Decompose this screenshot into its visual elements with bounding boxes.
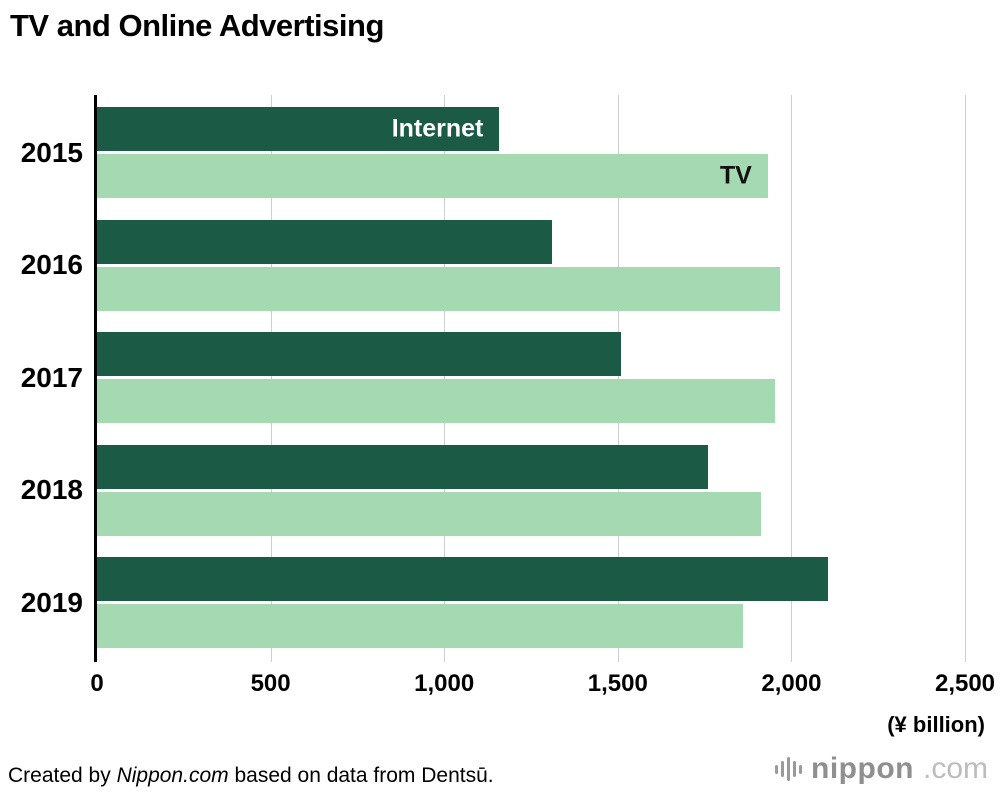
xtick-label-0: 0: [90, 670, 104, 697]
ytick-label-2015: 2015: [20, 136, 83, 168]
bar-group-2016: 2016: [21, 219, 965, 311]
bar-internet-2015: Internet: [97, 107, 500, 151]
gridline-1000: [444, 95, 446, 662]
bar-internet-2018: [97, 444, 708, 489]
bar-internet-2016: [97, 219, 552, 264]
gridline-500: [270, 95, 272, 662]
series-label-tv: TV: [719, 161, 752, 190]
xtick-label-500: 500: [250, 670, 291, 697]
bar-internet-2017: [97, 332, 621, 376]
nippon-logo: nippon .com: [775, 752, 988, 786]
bar-tv-2015: TV: [97, 154, 768, 198]
gridline-2000: [791, 95, 793, 662]
credit-line: Created by Nippon.com based on data from…: [8, 764, 494, 788]
xtick-label-1500: 1,500: [587, 670, 648, 697]
xtick-label-1000: 1,000: [414, 670, 475, 697]
credit-suffix: based on data from Dentsū.: [228, 764, 494, 787]
bar-group-2019: 2019: [21, 557, 965, 648]
xtick-label-2500: 2,500: [934, 670, 996, 697]
y-axis-line: [94, 95, 97, 662]
bar-group-2018: 2018: [21, 444, 965, 536]
logo-suffix: .com: [922, 752, 988, 785]
xtick-label-2000: 2,000: [761, 670, 822, 697]
soundwave-icon: [775, 757, 803, 781]
ytick-label-2019: 2019: [20, 586, 83, 618]
axis-unit-label: (¥ billion): [887, 712, 985, 737]
series-label-internet: Internet: [391, 114, 484, 143]
bar-tv-2016: [97, 266, 780, 311]
plot-area: 2015 Internet TV 2016 2017 2018 2019: [21, 95, 966, 662]
gridline-1500: [617, 95, 619, 662]
bar-tv-2018: [97, 491, 761, 536]
bar-internet-2019: [97, 557, 828, 601]
chart-title: TV and Online Advertising: [10, 8, 384, 43]
x-axis-labels: 0 500 1,000 1,500 2,000 2,500: [90, 670, 995, 700]
gridline-2500: [965, 95, 966, 662]
ytick-label-2018: 2018: [20, 474, 83, 505]
bar-tv-2019: [97, 604, 744, 648]
logo-text: nippon: [811, 752, 914, 785]
credit-prefix: Created by: [8, 764, 117, 787]
ytick-label-2016: 2016: [20, 249, 83, 280]
ytick-label-2017: 2017: [20, 361, 83, 393]
credit-source: Nippon.com: [116, 764, 229, 787]
bar-groups: 2015 Internet TV 2016 2017 2018 2019: [21, 95, 965, 662]
bar-tv-2017: [97, 379, 775, 423]
bar-group-2017: 2017: [21, 332, 965, 423]
bar-group-2015: 2015 Internet TV: [21, 107, 965, 198]
gridlines: [97, 95, 966, 662]
